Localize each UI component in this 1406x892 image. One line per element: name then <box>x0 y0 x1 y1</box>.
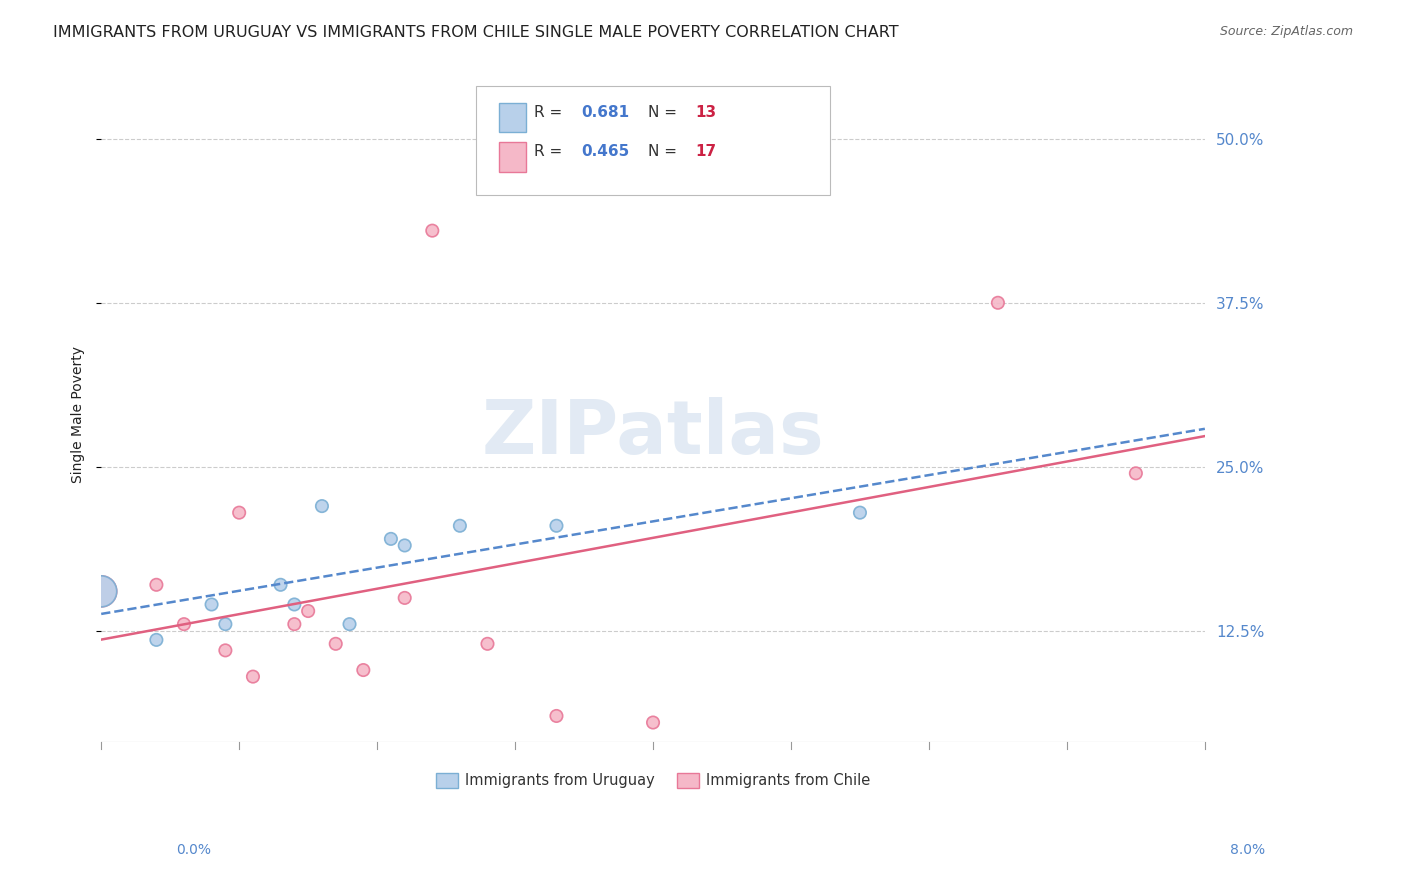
Text: Source: ZipAtlas.com: Source: ZipAtlas.com <box>1219 25 1353 38</box>
Point <box>1125 467 1147 481</box>
Point <box>311 499 333 513</box>
Text: IMMIGRANTS FROM URUGUAY VS IMMIGRANTS FROM CHILE SINGLE MALE POVERTY CORRELATION: IMMIGRANTS FROM URUGUAY VS IMMIGRANTS FR… <box>53 25 898 40</box>
Point <box>145 632 167 647</box>
Point <box>325 637 347 651</box>
Text: N =: N = <box>648 105 682 120</box>
Point <box>449 518 471 533</box>
Point <box>849 506 872 520</box>
Legend: Immigrants from Uruguay, Immigrants from Chile: Immigrants from Uruguay, Immigrants from… <box>430 767 876 794</box>
FancyBboxPatch shape <box>477 87 830 194</box>
Point <box>546 709 568 723</box>
Point <box>283 617 305 632</box>
Text: 0.0%: 0.0% <box>176 843 211 857</box>
Point <box>641 715 664 730</box>
Point <box>90 584 112 599</box>
Point <box>297 604 319 618</box>
Text: 17: 17 <box>695 145 716 160</box>
Point <box>546 518 568 533</box>
Text: N =: N = <box>648 145 682 160</box>
Point <box>214 643 236 657</box>
Point <box>145 578 167 592</box>
Point <box>214 617 236 632</box>
Point <box>228 506 250 520</box>
Point <box>339 617 361 632</box>
FancyBboxPatch shape <box>499 103 526 132</box>
Text: ZIPatlas: ZIPatlas <box>482 398 824 470</box>
Point <box>394 538 416 552</box>
Text: R =: R = <box>534 145 567 160</box>
Point <box>242 670 264 684</box>
Point <box>420 224 443 238</box>
Text: 0.681: 0.681 <box>581 105 630 120</box>
Text: R =: R = <box>534 105 567 120</box>
Point <box>394 591 416 605</box>
Point <box>270 578 292 592</box>
Text: 8.0%: 8.0% <box>1230 843 1265 857</box>
Text: 13: 13 <box>695 105 716 120</box>
Text: 0.465: 0.465 <box>581 145 630 160</box>
FancyBboxPatch shape <box>499 142 526 171</box>
Point <box>987 295 1010 310</box>
Point <box>352 663 374 677</box>
Point <box>200 598 222 612</box>
Y-axis label: Single Male Poverty: Single Male Poverty <box>72 346 86 483</box>
Point <box>380 532 402 546</box>
Point <box>173 617 195 632</box>
Point <box>477 637 499 651</box>
Point <box>90 584 112 599</box>
Point <box>283 598 305 612</box>
